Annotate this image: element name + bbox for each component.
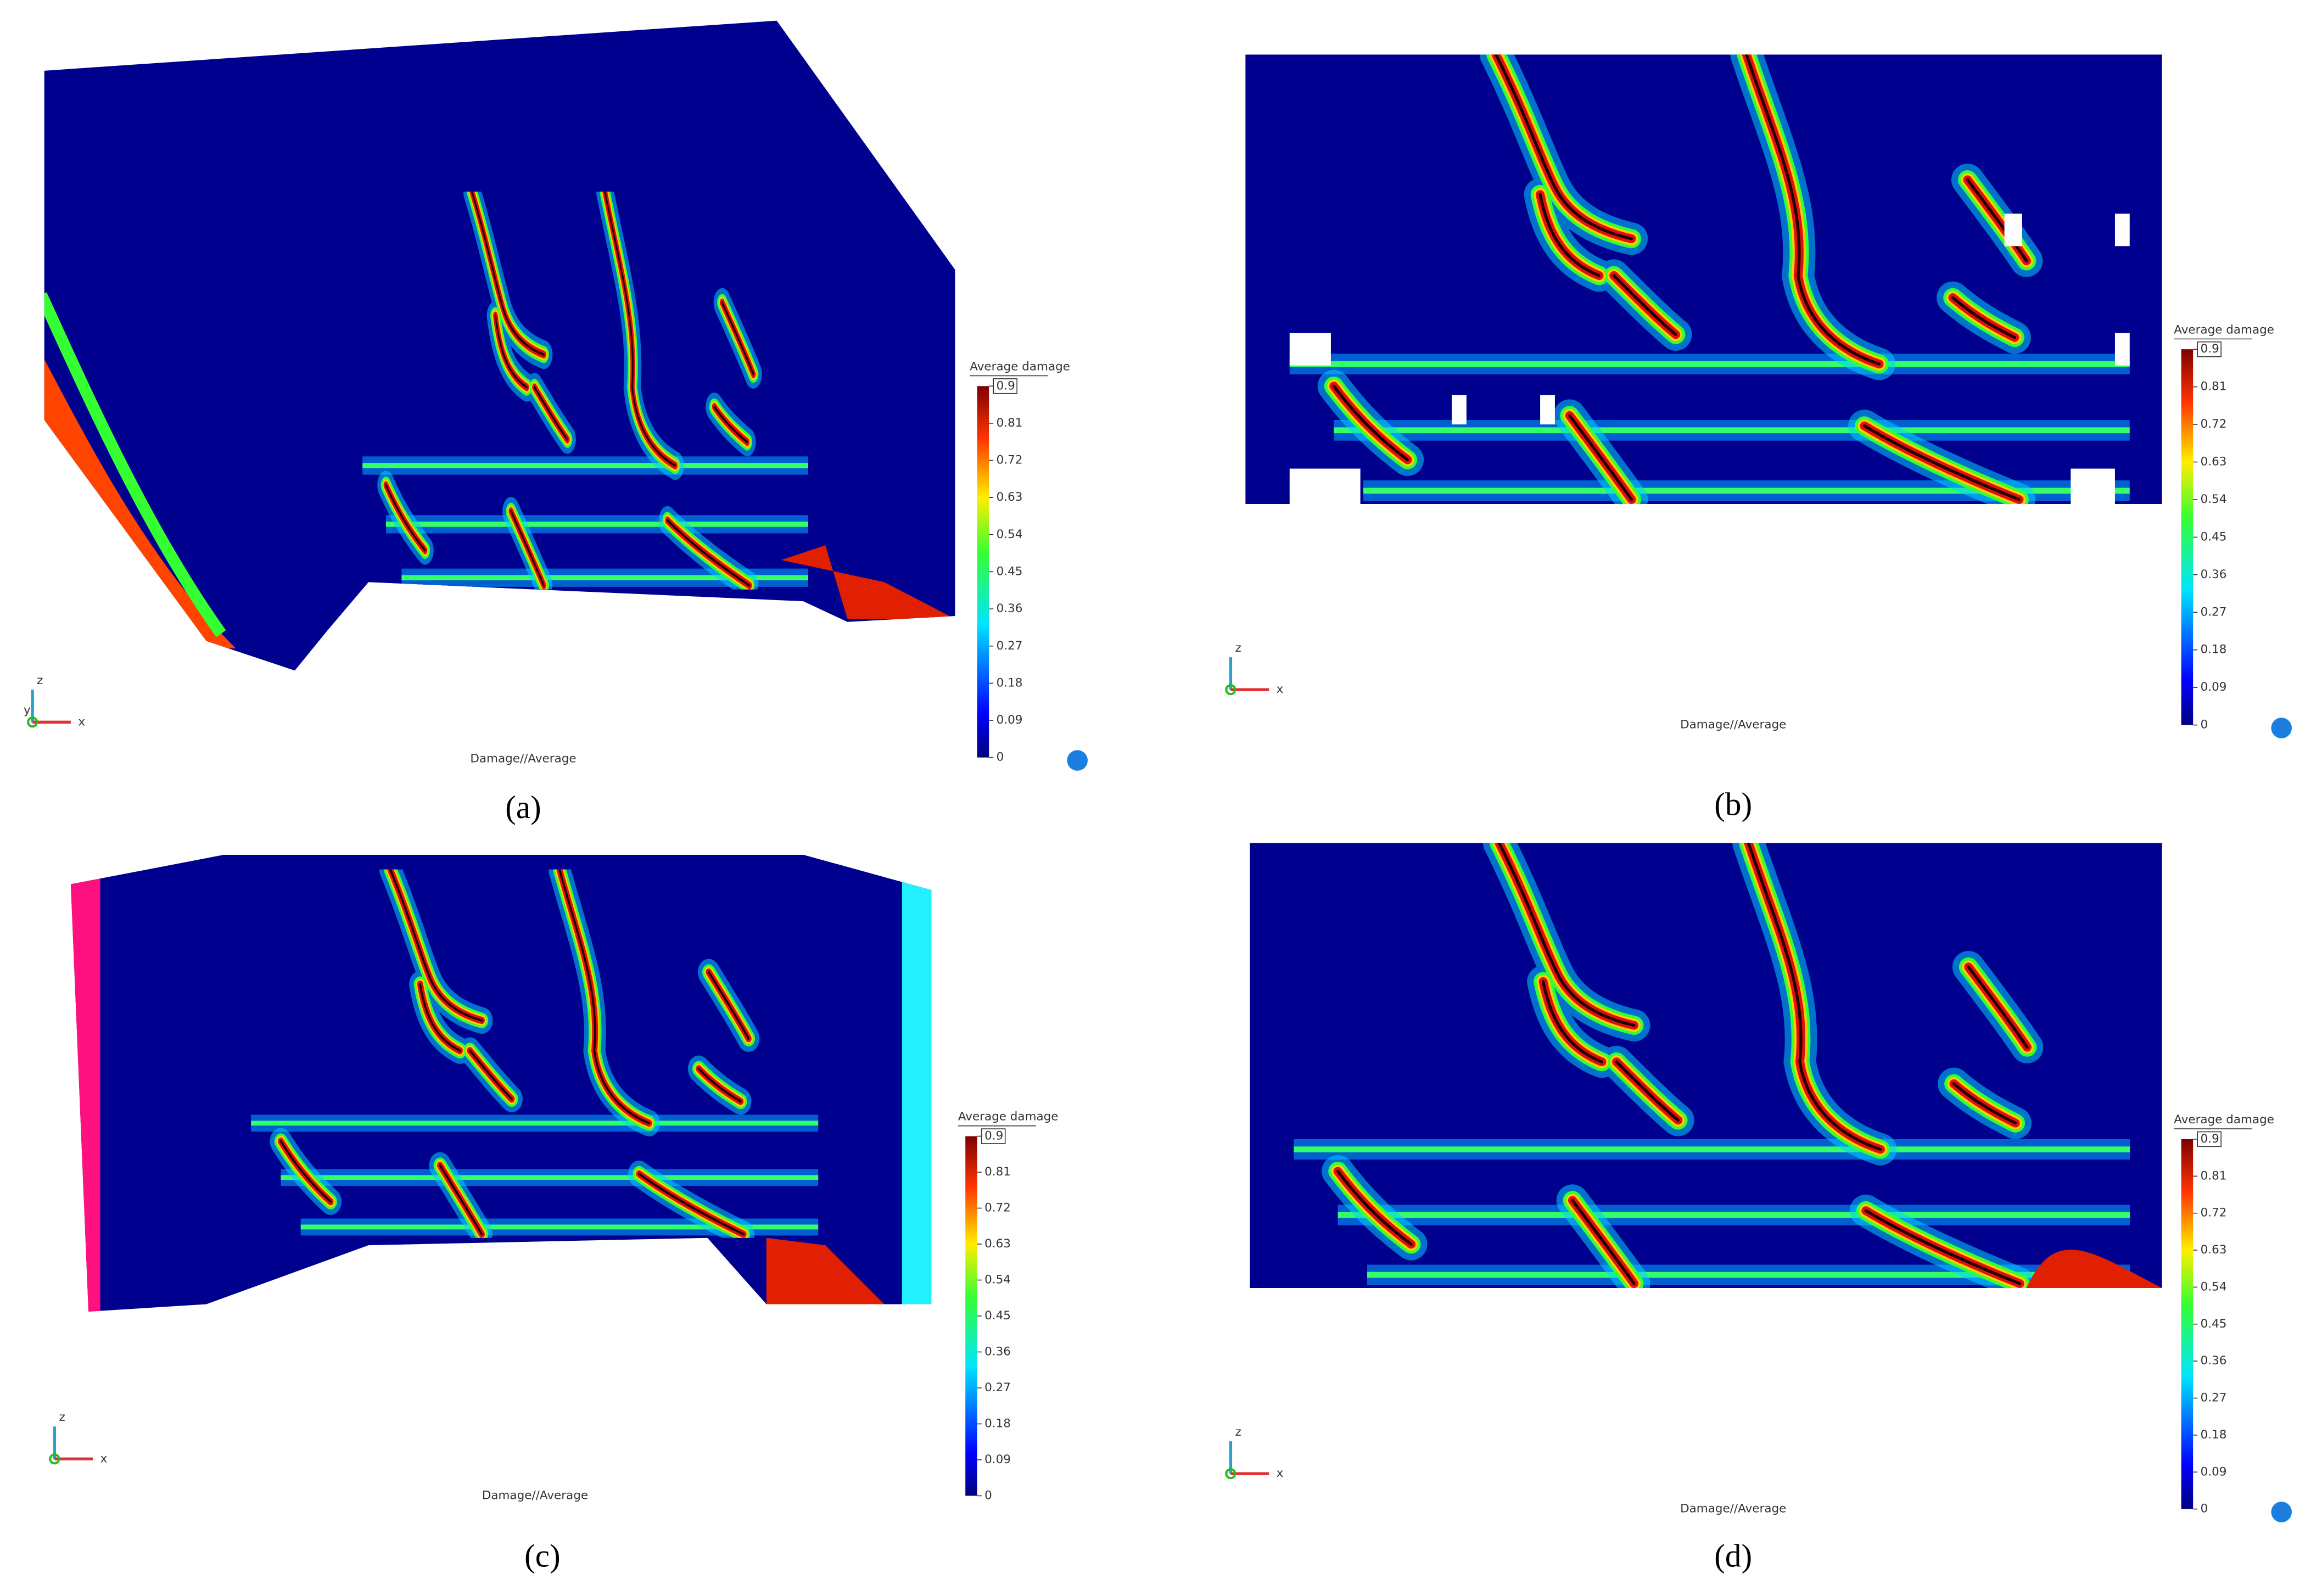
caption: Damage//Average xyxy=(1680,1502,1786,1516)
colorbar-tick-label: 0.18 xyxy=(2201,643,2227,657)
colorbar-tick-label: 0.09 xyxy=(2201,680,2227,694)
colorbar-tick-label: 0.81 xyxy=(2201,1169,2227,1183)
colorbar-tick-label: 0 xyxy=(997,751,1004,764)
colorbar xyxy=(977,386,989,758)
axis-origin xyxy=(1225,684,1236,696)
colorbar-tick-label: 0.72 xyxy=(2201,417,2227,431)
colorbar-tick-label: 0.54 xyxy=(2201,1280,2227,1293)
colorbar-tick-label: 0.9 xyxy=(984,1129,1003,1143)
colorbar-tick-label: 0.27 xyxy=(984,1381,1011,1395)
colorbar-tick-label: 0.27 xyxy=(2201,1391,2227,1405)
caption: Damage//Average xyxy=(470,752,576,765)
colorbar-title: Average damage xyxy=(958,1110,1059,1124)
logo xyxy=(2271,718,2292,738)
colorbar-title: Average damage xyxy=(2174,1113,2274,1127)
axis-label: x xyxy=(1277,682,1284,696)
colorbar-tick-label: 0.9 xyxy=(2201,342,2219,356)
colorbar-max-box xyxy=(993,378,1017,394)
axis-label: z xyxy=(59,1410,65,1424)
colorbar-tick-label: 0.81 xyxy=(997,416,1023,430)
axis-origin xyxy=(1225,1468,1236,1480)
colorbar-tick-label: 0.63 xyxy=(997,490,1023,504)
damage-spot-d xyxy=(2026,1250,2162,1288)
annotations: Average damage 0.9 0.81 0.72 0.63 0.54 0.45 0.3… xyxy=(24,323,2292,1573)
axis-label: y xyxy=(24,703,31,717)
colorbar-tick-label: 0.36 xyxy=(2201,1354,2227,1368)
axis-origin xyxy=(27,716,38,728)
panel-label: (b) xyxy=(1714,786,1752,822)
colorbar-tick-label: 0.27 xyxy=(997,639,1023,653)
colorbar-tick-label: 0.45 xyxy=(2201,530,2227,544)
axis-label: z xyxy=(1235,641,1241,655)
colorbar-tick-label: 0.36 xyxy=(997,602,1023,615)
colorbar-tick-label: 0.18 xyxy=(997,676,1023,690)
colorbar-tick-label: 0.45 xyxy=(984,1309,1011,1323)
axis-origin xyxy=(49,1453,60,1465)
colorbar-tick-label: 0 xyxy=(2201,1502,2208,1516)
element-gaps-b xyxy=(1289,214,2130,504)
colorbar-tick-label: 0.36 xyxy=(2201,568,2227,581)
colorbar-tick-label: 0.63 xyxy=(2201,455,2227,469)
colorbar-tick-label: 0.36 xyxy=(984,1345,1011,1358)
colorbar-tick-label: 0.81 xyxy=(2201,380,2227,394)
colorbar xyxy=(965,1136,977,1496)
colorbar-tick-label: 0.63 xyxy=(984,1237,1011,1251)
damage-field-b xyxy=(1245,54,2162,504)
colorbar-max-box xyxy=(2197,1131,2222,1147)
colorbar-tick-label: 0.45 xyxy=(997,564,1023,578)
colorbar-title: Average damage xyxy=(970,360,1070,373)
axis-label: z xyxy=(37,674,43,687)
colorbar-tick-label: 0 xyxy=(2201,718,2208,732)
logo xyxy=(2271,1502,2292,1522)
colorbar-tick-label: 0.18 xyxy=(2201,1428,2227,1442)
colorbar-tick-label: 0.09 xyxy=(997,713,1023,727)
colorbar-max-box xyxy=(2197,341,2222,357)
colorbar-tick-label: 0.72 xyxy=(997,453,1023,467)
colorbar-tick-label: 0.09 xyxy=(984,1453,1011,1466)
colorbar-tick-label: 0.54 xyxy=(997,528,1023,541)
colorbar-tick-label: 0.54 xyxy=(984,1273,1011,1287)
colorbar-tick-label: 0.81 xyxy=(984,1165,1011,1179)
colorbar-tick-label: 0.72 xyxy=(984,1201,1011,1215)
panel-label: (a) xyxy=(505,789,541,825)
colorbar-tick-label: 0 xyxy=(984,1488,992,1502)
colorbar-tick-label: 0.45 xyxy=(2201,1317,2227,1331)
colorbar-tick-label: 0.18 xyxy=(984,1416,1011,1430)
colorbar xyxy=(2181,349,2194,725)
colorbar-title: Average damage xyxy=(2174,323,2274,337)
caption: Damage//Average xyxy=(482,1488,588,1502)
logo xyxy=(1067,750,1088,771)
axis-label: z xyxy=(1235,1425,1241,1439)
panel-label: (c) xyxy=(524,1537,561,1573)
colorbar-tick-label: 0.9 xyxy=(2201,1132,2219,1146)
axis-label: x xyxy=(78,715,85,729)
colorbar-tick-label: 0.72 xyxy=(2201,1206,2227,1220)
damage-field-d xyxy=(1250,843,2162,1288)
colorbar-tick-label: 0.09 xyxy=(2201,1465,2227,1479)
colorbar xyxy=(2181,1139,2194,1509)
caption: Damage//Average xyxy=(1680,718,1786,732)
axis-label: x xyxy=(1277,1466,1284,1480)
colorbar-tick-label: 0.9 xyxy=(997,379,1015,393)
panel-label: (d) xyxy=(1714,1537,1752,1573)
colorbar-max-box xyxy=(981,1128,1006,1144)
colorbar-tick-label: 0.63 xyxy=(2201,1243,2227,1257)
axis-label: x xyxy=(100,1452,108,1465)
damage-field-c xyxy=(70,854,932,1312)
colorbar-tick-label: 0.54 xyxy=(2201,492,2227,506)
colorbar-tick-label: 0.27 xyxy=(2201,605,2227,619)
damage-field-a xyxy=(44,20,955,671)
